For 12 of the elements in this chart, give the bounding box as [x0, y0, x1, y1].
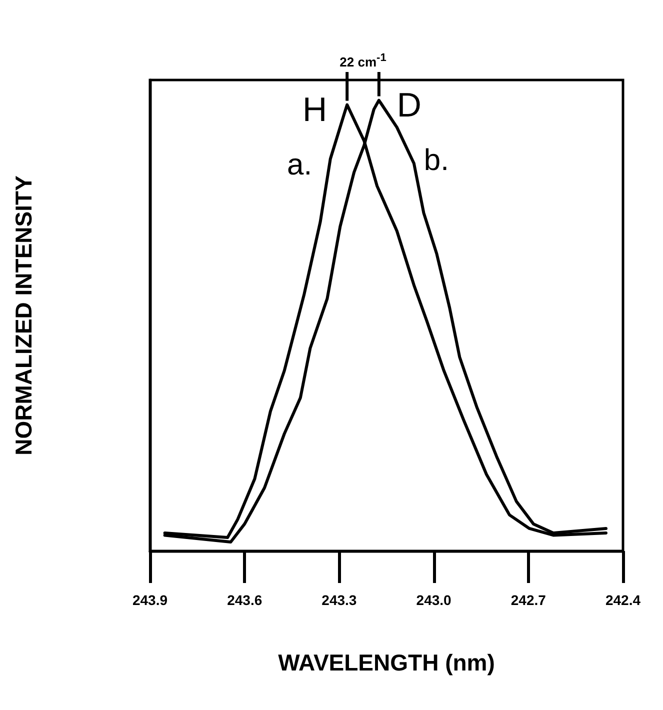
x-tick-label: 243.3: [322, 592, 357, 608]
y-axis-title: NORMALIZED INTENSITY: [10, 176, 36, 456]
x-tick-label: 242.7: [510, 592, 546, 608]
annotation: D: [396, 86, 422, 124]
x-tick-label: 243.0: [416, 592, 452, 608]
x-tick-label: 243.9: [132, 592, 168, 608]
x-axis-title: WAVELENGTH (nm): [278, 650, 495, 676]
x-tick-label: 242.4: [605, 592, 641, 608]
annotation: a.: [287, 148, 312, 182]
x-tick-label: 243.6: [227, 592, 262, 608]
annotation: H: [302, 90, 328, 129]
annotation: b.: [424, 144, 449, 177]
